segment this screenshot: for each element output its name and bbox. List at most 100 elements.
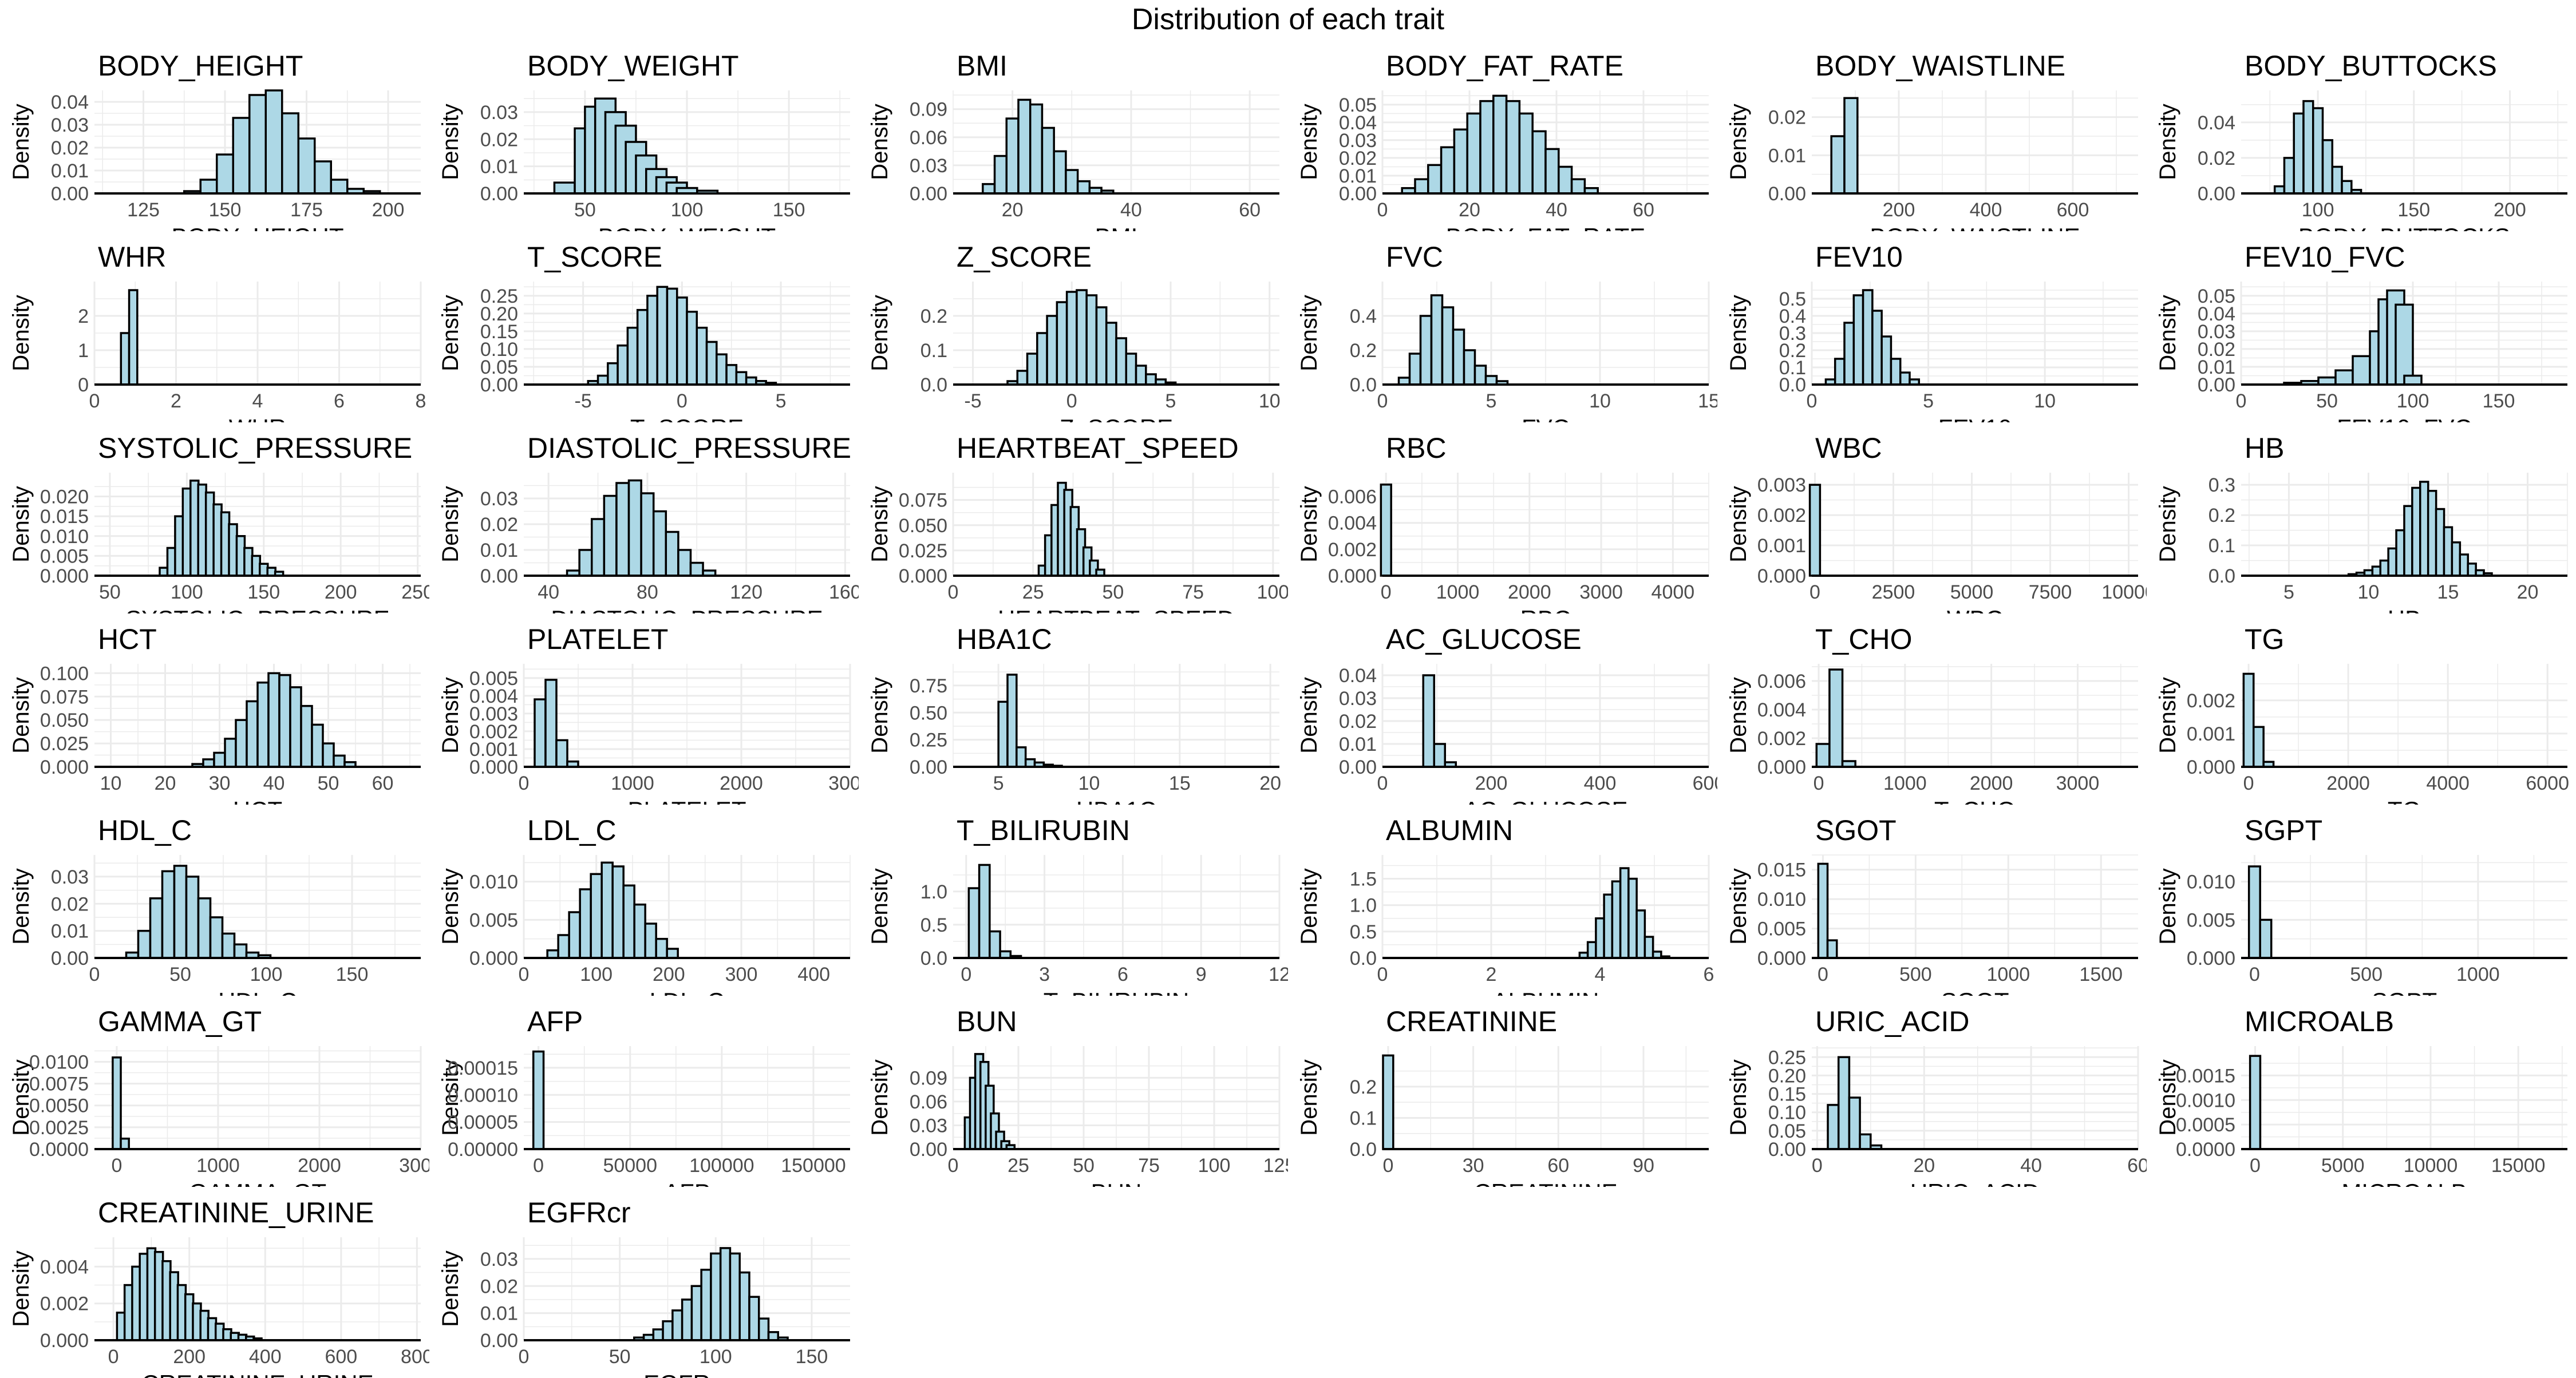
histogram-bar [1046,315,1058,386]
x-tick-label: 0 [2249,964,2260,985]
y-tick-label: 0.00 [1339,183,1377,205]
y-axis-label: Density [1297,1059,1322,1135]
histogram-bar [1006,674,1018,768]
histogram-bar [532,1050,545,1150]
y-tick-label: 0.02 [480,1276,518,1297]
x-tick-label: 2000 [1970,773,2013,794]
histogram-bar [1603,893,1614,959]
histogram-bar [120,332,131,386]
y-tick-label: 0.001 [2187,723,2235,745]
histogram-panel: BODY_BUTTOCKS Density 0.00 0.02 0.04 100 150 20… [2155,50,2567,231]
x-tick-label: 50 [609,1346,631,1368]
panel-title: WHR [98,241,166,273]
y-tick-label: 0.004 [40,1256,89,1278]
histogram-bar [615,482,630,577]
histogram-bar [1826,939,1838,959]
histogram-panel: DIASTOLIC_PRESSURE Density 0.00 0.01 0.02 0.0… [438,432,859,613]
x-tick-label: 1000 [1986,964,2030,985]
histogram-bar [666,948,679,959]
histogram-panel: EGFRcr Density 0.00 0.01 0.02 0.03 0 50 100 150 EG… [438,1197,850,1378]
histogram-bar [2302,100,2314,195]
x-tick-label: 2000 [1508,581,1551,603]
x-tick-label: 3000 [1579,581,1623,603]
histogram-bar [213,751,226,768]
x-tick-label: 200 [1883,199,1915,221]
histogram-bar [993,155,1008,195]
x-tick-label: 4 [1595,964,1606,985]
y-tick-label: 0.05 [1768,1120,1806,1142]
x-tick-label: 0 [2236,390,2247,412]
y-tick-label: 0.0000 [29,1139,89,1161]
histogram-bar [719,1247,732,1341]
y-axis-label: Density [867,486,892,562]
histogram-bar [1005,117,1020,195]
panel-title: FVC [1386,241,1443,273]
y-axis-label: Density [9,868,34,944]
histogram-bar [1627,877,1638,959]
y-tick-label: 0.005 [2187,909,2235,931]
x-tick-label: 0 [1382,1155,1393,1177]
histogram-bar [544,679,558,768]
histogram-bar [2411,486,2421,577]
y-tick-label: 0.000 [469,757,518,778]
panel-title: WBC [1815,432,1882,464]
histogram-bar [710,1252,722,1341]
histogram-bar [161,870,176,959]
y-tick-label: 0.02 [480,129,518,151]
panel-title: HDL_C [98,814,192,846]
y-tick-label: 0.001 [1757,535,1806,557]
y-tick-label: 0.10 [480,339,518,361]
histogram-panel: HDL_C Density 0.00 0.01 0.02 0.03 0 50 100 150 HDL… [9,814,421,996]
histogram-bar [568,911,581,959]
y-tick-label: 0.002 [1757,728,1806,750]
x-axis-label: HDL_C [218,988,297,996]
histogram-bar [221,932,236,959]
x-tick-label: 0 [519,964,530,985]
x-tick-label: 150 [209,199,242,221]
y-tick-label: 0.015 [40,506,89,528]
histogram-bar [2283,157,2295,195]
y-tick-label: 0.00 [1768,1139,1806,1161]
x-axis-label: AC_GLUCOSE [1463,797,1627,805]
panel-title: SGPT [2245,814,2322,846]
y-tick-label: 0.03 [1339,130,1377,152]
x-tick-label: 150000 [781,1155,846,1177]
x-tick-label: 150 [336,964,369,985]
x-axis-label: SGOT [1941,988,2009,996]
histogram-bar [2403,374,2423,386]
y-tick-label: 0.000 [469,948,518,969]
x-tick-label: 150 [773,199,805,221]
gridlines [2241,855,2567,959]
panel-title: HCT [98,623,157,655]
x-tick-label: 10 [100,773,122,794]
y-tick-label: 0.006 [1757,671,1806,692]
histogram-bar [1834,358,1846,386]
y-tick-label: 0.02 [2198,339,2235,361]
histogram-bar [333,754,346,768]
x-tick-label: 0 [1812,1155,1823,1177]
y-axis-label: Density [867,295,892,371]
y-tick-label: 0.003 [469,703,518,725]
x-axis-label: LDL_C [650,988,725,996]
y-tick-label: 0.000 [1328,565,1377,587]
y-tick-label: 0.15 [480,321,518,343]
y-axis-label: Density [438,1250,463,1326]
x-tick-label: 40 [538,581,559,603]
x-tick-label: 1000 [196,1155,240,1177]
histogram-bar [2395,529,2405,577]
histogram-bar [1827,1104,1840,1150]
histogram-bar [232,117,251,195]
histogram-bar [1076,180,1091,195]
histogram-bar [716,353,728,386]
y-tick-label: 0.25 [910,730,947,751]
x-tick-label: 5 [993,773,1004,794]
y-tick-label: 0.04 [2198,112,2235,134]
panel-title: Z_SCORE [957,241,1092,273]
x-tick-label: 0 [1377,390,1388,412]
x-axis-label: EGFRcr [643,1370,730,1378]
x-tick-label: 600 [1693,773,1717,794]
histogram-bar [1859,1133,1872,1150]
y-tick-label: 0.00 [480,183,518,205]
histogram-bar [1095,306,1108,386]
x-tick-label: 2000 [2326,773,2370,794]
